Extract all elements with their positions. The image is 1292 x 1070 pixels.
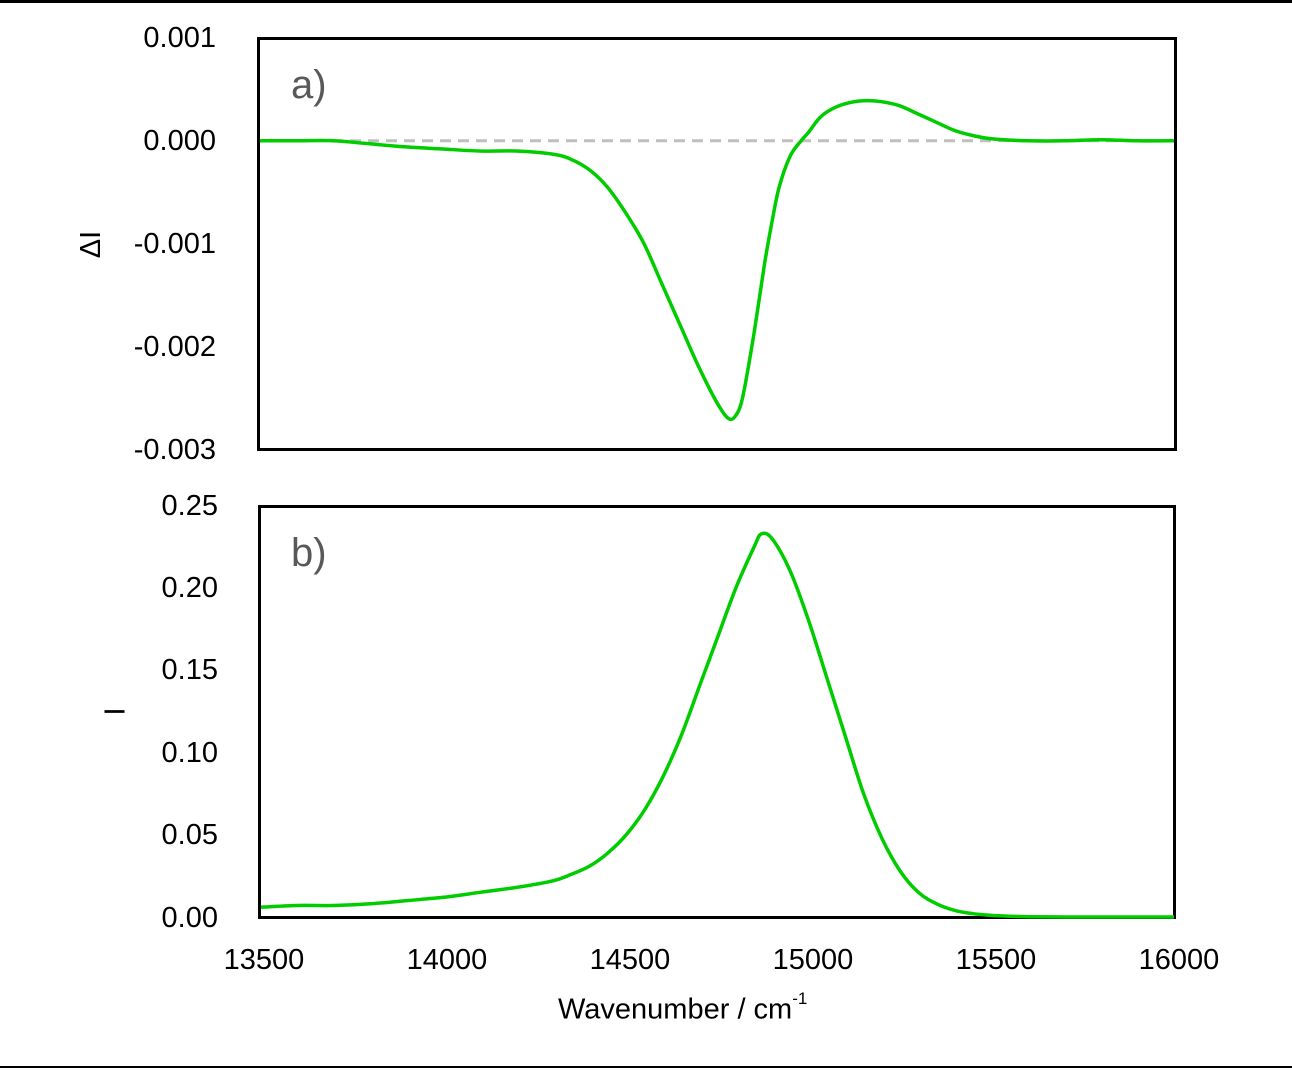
- panel-b-label: b): [291, 531, 327, 575]
- xtick: 14500: [589, 944, 671, 976]
- xtick: 13500: [223, 944, 305, 976]
- x-axis-label: Wavenumber / cm-1: [558, 989, 807, 1027]
- panel-a-ytick: -0.002: [133, 331, 216, 363]
- panel-a-ylabel: ΔI: [75, 230, 108, 259]
- xtick: 15500: [955, 944, 1037, 976]
- xtick: 15000: [772, 944, 854, 976]
- panel-b-ylabel: I: [99, 707, 132, 716]
- panel-b-ytick: 0.05: [161, 819, 218, 851]
- bottom-border-rule: [0, 1066, 1292, 1068]
- panel-a-ytick: 0.000: [143, 125, 216, 157]
- top-border-rule: [0, 0, 1292, 3]
- x-axis-label-superscript: -1: [792, 989, 808, 1008]
- xtick: 16000: [1138, 944, 1220, 976]
- xtick: 14000: [406, 944, 488, 976]
- panel-b-frame: [258, 505, 1176, 919]
- panel-b-ytick: 0.10: [161, 737, 218, 769]
- panel-a-ytick: 0.001: [143, 22, 216, 54]
- panel-a-frame: [257, 37, 1177, 451]
- panel-b-ytick: 0.00: [161, 902, 218, 934]
- panel-a-ytick: -0.001: [133, 228, 216, 260]
- panel-b-ytick: 0.15: [161, 654, 218, 686]
- panel-a-series-line: [259, 98, 1175, 422]
- panel-a-label: a): [291, 63, 327, 107]
- panel-b-ytick: 0.25: [161, 490, 218, 522]
- panel-a-ytick: -0.003: [133, 434, 216, 466]
- panel-b-ytick: 0.20: [161, 572, 218, 604]
- panel-b-series-line: [260, 531, 1174, 919]
- x-axis-label-text: Wavenumber / cm: [558, 993, 793, 1026]
